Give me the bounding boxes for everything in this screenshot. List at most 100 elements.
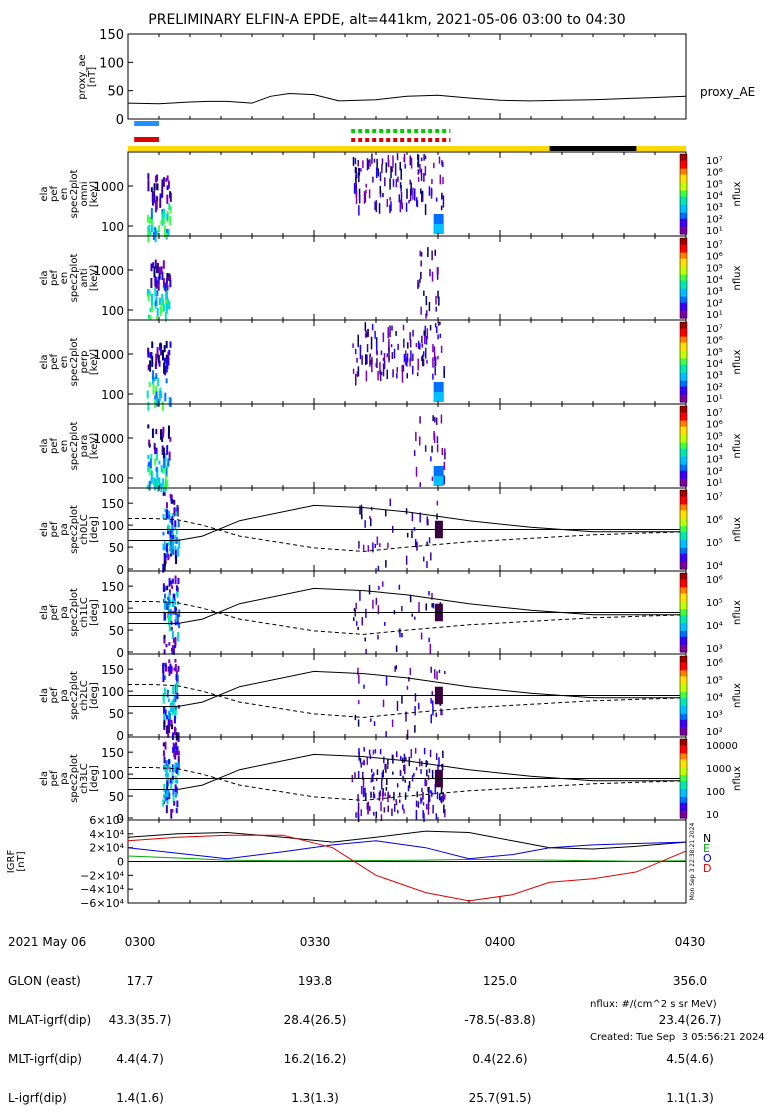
pitch-angle-pixel: [415, 800, 418, 807]
pitch-angle-pixel: [176, 674, 179, 681]
colorbar-cell: [680, 464, 687, 467]
pitch-angle-pixel: [174, 619, 177, 626]
pitch-angle-panel-0: 150 100 50 0 ela pef pa spec2plot ch0LC [deg]: [39, 487, 687, 577]
colorbar-cell: [680, 748, 687, 752]
colorbar-cell: [680, 715, 687, 718]
pitch-angle-pixel: [376, 536, 379, 546]
spectrogram-pixel: [420, 271, 422, 279]
pitch-angle-pixel: [168, 766, 171, 773]
info-date: 2021 May 06: [8, 935, 87, 949]
spectrogram-pixel: [392, 155, 394, 168]
pitch-angle-pixel: [174, 684, 177, 694]
spectrogram-pixel: [431, 476, 434, 481]
pitch-angle-pixel: [173, 507, 176, 516]
pitch-angle-pixel: [405, 757, 407, 762]
spectrogram-pixel: [146, 289, 149, 297]
pitch-angle-pixel: [411, 530, 413, 539]
colorbar-label-s3: nflux: [732, 433, 743, 458]
colorbar-cell: [680, 784, 687, 787]
colorbar-cell: [680, 490, 687, 493]
colorbar-cell: [680, 276, 687, 279]
pitch-angle-pixel: [174, 536, 177, 542]
pitch-angle-pixel: [396, 751, 398, 758]
pitch-angle-pixel: [382, 581, 384, 587]
colorbar-cell: [680, 340, 687, 343]
pitch-angle-pixel: [169, 581, 172, 585]
pitch-angle-pixel: [173, 499, 176, 505]
spectrogram-pixel: [398, 194, 401, 203]
pitch-angle-pixel: [422, 810, 424, 819]
info-0300-glon: 17.7: [126, 974, 154, 988]
spectrogram-pixel: [442, 177, 444, 185]
spectrogram-pixel: [416, 153, 419, 161]
loss-cone-line: [128, 587, 686, 624]
pitch-angle-y-label-line: ch0LC: [79, 514, 90, 545]
colorbar-cell: [680, 786, 687, 789]
footer-units: nflux: #/(cm^2 s sr MeV): [590, 999, 717, 1010]
pitch-angle-pixel: [163, 713, 166, 720]
igrf-legend-E: E: [703, 842, 710, 855]
colorbar-frame: [679, 572, 688, 653]
pitch-angle-pixel: [414, 747, 417, 754]
colorbar-cell: [680, 168, 687, 171]
spectrogram-pixel: [377, 370, 379, 381]
colorbar-cell: [680, 244, 687, 247]
pitch-angle-pixel: [421, 788, 423, 793]
spectrogram-tick-label: 1000: [93, 180, 124, 194]
pitch-angle-pixel: [162, 583, 165, 593]
spectrogram-pixel: [159, 346, 162, 351]
spectrogram-pixel: [156, 315, 159, 321]
pitch-angle-pixel: [439, 793, 441, 801]
colorbar-cell: [680, 644, 687, 647]
spectrogram-pixel: [158, 390, 161, 402]
spectrogram-pixel: [147, 314, 150, 319]
colorbar-cell: [680, 254, 687, 257]
spectrogram-pixel: [417, 358, 419, 371]
colorbar-cell: [680, 812, 687, 815]
colorbar-label-s0: nflux: [732, 181, 743, 206]
spectrogram-pixel: [357, 366, 360, 377]
spectrogram-pixel: [441, 192, 443, 200]
pitch-angle-pixel: [167, 542, 170, 546]
spectrogram-pixel: [438, 296, 440, 306]
colorbar-cell: [680, 804, 687, 807]
spectrogram-pixel: [354, 157, 357, 165]
info-0430-mlt: 4.5(4.6): [666, 1052, 714, 1066]
spectrogram-pixel: [352, 368, 355, 374]
spectrogram-pixel: [424, 204, 427, 216]
pitch-angle-pixel: [430, 714, 433, 724]
pitch-angle-pixel: [176, 800, 179, 808]
colorbar-cell: [680, 497, 687, 501]
colorbar-cell: [680, 606, 687, 610]
pitch-angle-pixel: [167, 596, 170, 601]
pitch-angle-y-label-line: ch1LC: [79, 597, 90, 628]
ae-tick-label: 150: [99, 28, 124, 43]
spectrogram-pixel: [352, 157, 355, 166]
pitch-angle-y-label-line: pef: [49, 604, 60, 621]
ae-series-line: [127, 92, 687, 105]
colorbar-cell: [680, 350, 687, 353]
spectrogram-tick-label: 100: [101, 388, 124, 402]
colorbar-tick-label: 10¹: [706, 478, 723, 489]
spectrogram-pixel: [367, 159, 370, 170]
colorbar-cell: [680, 642, 687, 645]
pitch-angle-pixel: [174, 524, 177, 531]
colorbar-cell: [680, 541, 687, 544]
info-0400-mlt: 0.4(22.6): [472, 1052, 528, 1066]
spectrogram-pixel: [426, 328, 429, 340]
pitch-angle-pixel: [418, 602, 420, 613]
colorbar-cell: [680, 679, 687, 683]
spectrogram-pixel: [422, 358, 425, 367]
colorbar-tick-label: 10⁵: [706, 431, 723, 442]
pitch-angle-y-label-line: ela: [39, 522, 50, 537]
pitch-angle-pixel: [435, 712, 438, 717]
colorbar-cell: [680, 507, 687, 511]
pitch-angle-pixel: [170, 724, 173, 730]
anti-loss-cone-line: [128, 684, 687, 718]
colorbar-tick-label: 10⁴: [706, 621, 723, 632]
spectrogram-pixel: [147, 463, 150, 473]
pitch-angle-pixel: [175, 732, 178, 741]
spectrogram-pixel: [403, 156, 405, 162]
pitch-angle-pixel: [403, 808, 405, 814]
colorbar-cell: [680, 278, 687, 281]
